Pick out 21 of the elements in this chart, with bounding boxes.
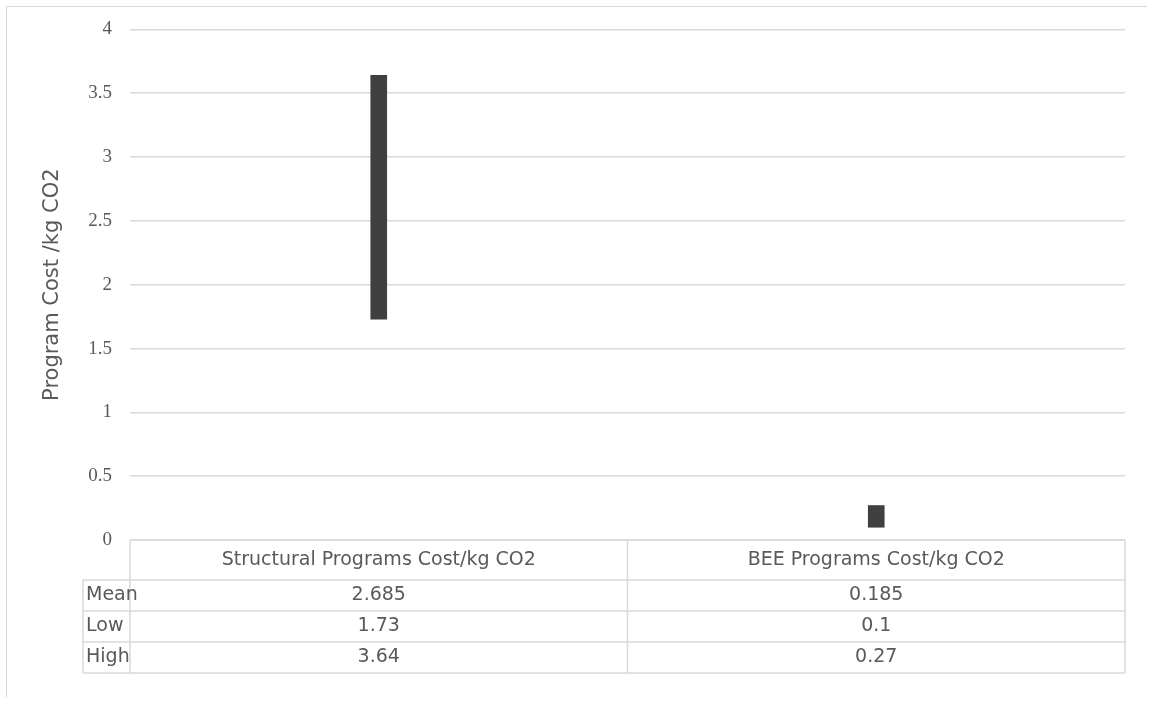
y-tick-label: 1.5 [88, 336, 112, 358]
y-axis-title: Program Cost /kg CO2 [39, 168, 64, 401]
text: 2.685 [351, 582, 406, 605]
y-tick-label: 3 [102, 145, 112, 167]
y-tick-label: 1 [102, 400, 112, 422]
text: 0.185 [849, 582, 904, 605]
text: 3.64 [357, 644, 400, 667]
x-tick-label: Structural Programs Cost/kg CO2 [221, 546, 536, 569]
y-tick-label: 2.5 [88, 208, 112, 230]
text: Low [86, 613, 124, 636]
text: 0.27 [855, 644, 898, 667]
text: High [86, 644, 130, 667]
y-tick-label: 0.5 [88, 464, 112, 486]
text: 0.1 [861, 613, 892, 636]
x-tick-label: BEE Programs Cost/kg CO2 [747, 546, 1005, 569]
text: Mean [86, 582, 138, 605]
y-tick-label: 0 [102, 527, 112, 549]
text: 1.73 [357, 613, 400, 636]
y-tick-label: 3.5 [88, 81, 112, 103]
y-tick-label: 4 [102, 17, 113, 39]
y-tick-label: 2 [102, 272, 112, 294]
